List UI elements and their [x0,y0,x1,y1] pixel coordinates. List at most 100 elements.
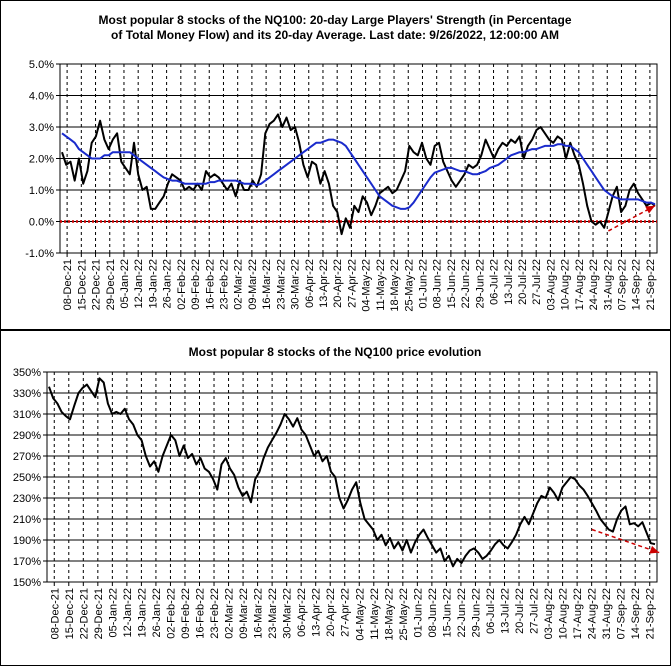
x-tick-label: 07-Sep-22 [616,588,628,639]
x-tick-label: 30-Mar-22 [282,588,294,639]
x-tick-label: 13-Jul-22 [500,588,512,634]
x-tick-label: 02-Feb-22 [176,259,188,310]
x-tick-label: 08-Dec-21 [62,259,74,310]
chart-title-line-1: Most popular 8 stocks of the NQ100: 20-d… [99,13,572,27]
y-tick-label: 270% [13,451,41,463]
y-tick-label: 0.0% [29,217,54,229]
y-tick-label: 4.0% [29,91,54,103]
y-tick-label: 330% [13,388,41,400]
x-tick-label: 31-Aug-22 [601,588,613,639]
y-tick-label: 230% [13,493,41,505]
x-tick-label: 18-May-22 [389,259,401,312]
x-tick-label: 22-Jun-22 [460,259,472,309]
y-tick-label: 5.0% [29,59,54,71]
y-tick-label: 290% [13,430,41,442]
x-tick-label: 22-Dec-21 [78,588,90,639]
x-tick-label: 15-Dec-21 [76,259,88,310]
trend-arrow-head [649,545,660,554]
strength-chart: Most popular 8 stocks of the NQ100: 20-d… [25,13,658,312]
y-tick-label: -1.0% [25,248,54,260]
x-tick-label: 04-May-22 [354,588,366,641]
chart-title: Most popular 8 stocks of the NQ100 price… [189,345,482,359]
x-tick-label: 22-Jun-22 [456,588,468,638]
y-tick-label: 150% [13,577,41,589]
x-tick-label: 20-Apr-22 [325,588,337,637]
x-tick-label: 02-Mar-22 [224,588,236,639]
x-tick-label: 06-Jul-22 [485,588,497,634]
x-tick-label: 05-Jan-22 [119,259,131,309]
x-tick-label: 26-Jan-22 [162,259,174,309]
x-tick-label: 09-Feb-22 [190,259,202,310]
x-tick-label: 24-Aug-22 [588,259,600,310]
y-tick-label: 3.0% [29,122,54,134]
chart-title-line-2: of Total Money Flow) and its 20-day Aver… [111,28,559,42]
x-tick-label: 15-Jun-22 [441,588,453,638]
trend-arrow-head [645,205,655,214]
x-tick-label: 16-Feb-22 [204,259,216,310]
x-tick-label: 11-May-22 [375,259,387,311]
x-tick-label: 02-Feb-22 [165,588,177,639]
x-tick-label: 09-Feb-22 [180,588,192,639]
x-tick-label: 27-Jul-22 [529,588,541,634]
x-tick-label: 15-Dec-21 [64,588,76,639]
x-tick-label: 20-Apr-22 [332,259,344,308]
y-tick-label: 310% [13,409,41,421]
x-tick-label: 09-Mar-22 [247,259,259,310]
price-chart: Most popular 8 stocks of the NQ100 price… [13,345,660,641]
x-tick-label: 06-Jul-22 [489,259,501,305]
x-tick-label: 27-Jul-22 [531,259,543,305]
x-tick-label: 15-Jun-22 [446,259,458,309]
price-chart-panel: Most popular 8 stocks of the NQ100 price… [0,330,671,666]
x-tick-label: 27-Apr-22 [340,588,352,637]
x-tick-label: 23-Feb-22 [218,259,230,310]
x-tick-label: 31-Aug-22 [602,259,614,310]
x-tick-label: 26-Jan-22 [151,588,163,638]
y-tick-label: 250% [13,472,41,484]
x-tick-label: 03-Aug-22 [545,259,557,310]
x-tick-label: 04-May-22 [361,259,373,312]
trend-arrow-line [591,528,660,554]
y-tick-label: 190% [13,535,41,547]
x-tick-label: 25-May-22 [403,259,415,312]
x-tick-label: 25-May-22 [398,588,410,641]
x-tick-label: 29-Dec-21 [93,588,105,639]
x-tick-label: 06-Apr-22 [304,259,316,308]
y-tick-label: 1.0% [29,185,54,197]
x-tick-label: 10-Aug-22 [560,259,572,310]
x-tick-label: 12-Jan-22 [122,588,134,638]
x-tick-label: 17-Aug-22 [574,259,586,310]
x-tick-label: 11-May-22 [369,588,381,640]
strength-chart-panel: Most popular 8 stocks of the NQ100: 20-d… [0,0,671,330]
x-tick-label: 08-Jun-22 [427,588,439,638]
x-tick-label: 01-Jun-22 [412,588,424,638]
x-tick-label: 13-Jul-22 [503,259,515,305]
x-tick-label: 08-Dec-21 [49,588,61,639]
x-tick-label: 19-Jan-22 [136,588,148,638]
x-tick-label: 17-Aug-22 [572,588,584,639]
x-tick-label: 21-Sep-22 [645,259,657,310]
x-tick-label: 23-Mar-22 [267,588,279,639]
x-tick-label: 20-Jul-22 [514,588,526,634]
x-tick-label: 06-Apr-22 [296,588,308,637]
x-tick-label: 24-Aug-22 [587,588,599,639]
x-tick-label: 09-Mar-22 [238,588,250,639]
x-tick-label: 16-Mar-22 [261,259,273,310]
x-tick-label: 18-May-22 [383,588,395,641]
x-tick-label: 27-Apr-22 [346,259,358,308]
x-tick-label: 02-Mar-22 [233,259,245,310]
series-line-20-day-average [61,132,656,210]
x-tick-label: 21-Sep-22 [645,588,657,639]
x-tick-label: 23-Feb-22 [209,588,221,639]
y-tick-label: 170% [13,556,41,568]
x-tick-label: 29-Jun-22 [474,259,486,309]
x-tick-label: 10-Aug-22 [558,588,570,639]
x-tick-label: 22-Dec-21 [91,259,103,310]
y-tick-label: 210% [13,514,41,526]
x-tick-label: 30-Mar-22 [290,259,302,310]
x-tick-label: 03-Aug-22 [543,588,555,639]
y-tick-label: 350% [13,367,41,379]
x-tick-label: 29-Dec-21 [105,259,117,310]
series-line-strength [61,113,656,236]
x-tick-label: 01-Jun-22 [417,259,429,309]
x-tick-label: 13-Apr-22 [318,259,330,308]
